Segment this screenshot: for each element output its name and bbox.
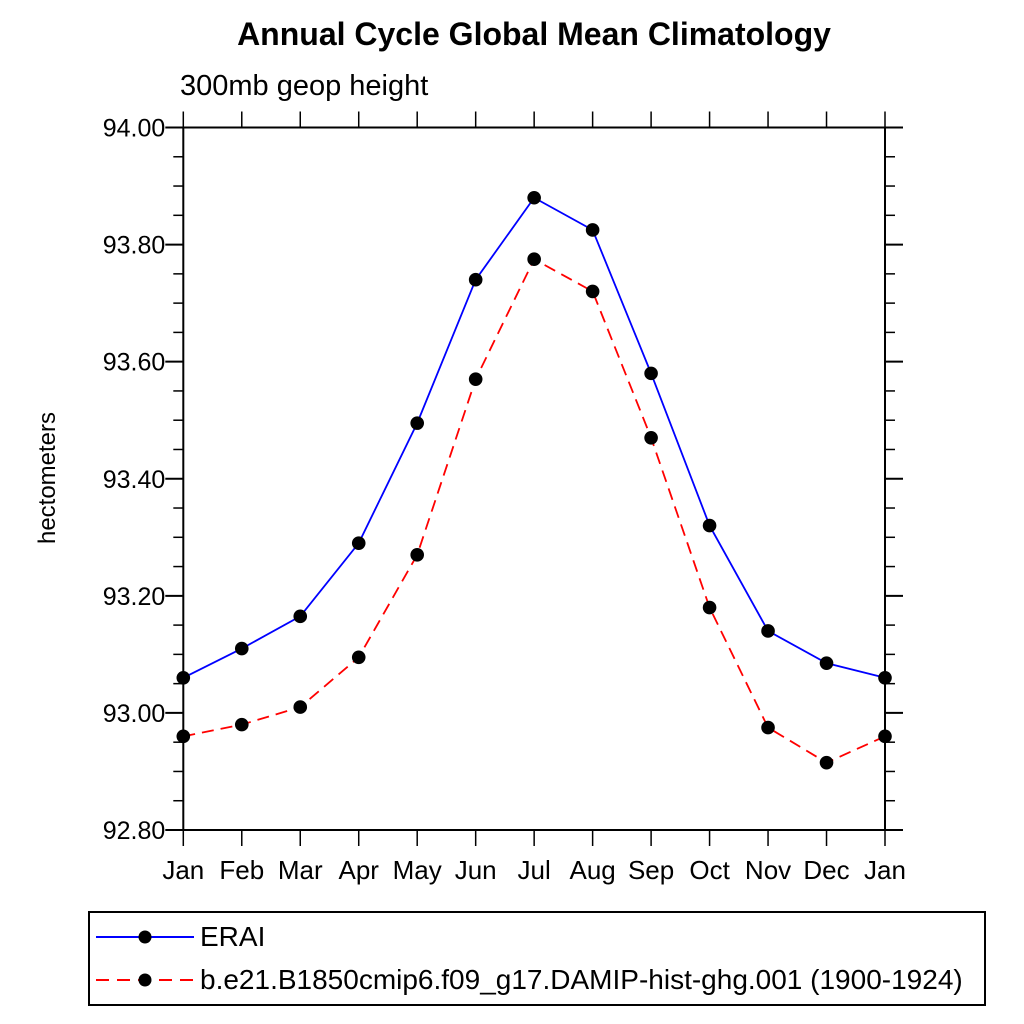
data-point-marker: [468, 372, 483, 387]
legend-item-model: b.e21.B1850cmip6.f09_g17.DAMIP-hist-ghg.…: [93, 960, 984, 1000]
data-point-marker: [234, 717, 249, 732]
chart-subtitle: 300mb geop height: [180, 70, 429, 102]
data-point-marker: [585, 284, 600, 299]
data-point-marker: [176, 670, 191, 685]
y-tick-label: 93.80: [103, 232, 166, 260]
y-tick-label: 93.00: [103, 700, 166, 728]
y-tick-label: 92.80: [103, 817, 166, 845]
legend-label-erai: ERAI: [200, 920, 266, 952]
data-point-marker: [702, 600, 717, 615]
legend-label-model: b.e21.B1850cmip6.f09_g17.DAMIP-hist-ghg.…: [200, 964, 963, 996]
chart-title: Annual Cycle Global Mean Climatology: [237, 16, 831, 52]
x-tick-label: Sep: [628, 855, 674, 885]
x-tick-label: Jul: [518, 855, 551, 885]
x-tick-label: Jun: [455, 855, 497, 885]
x-tick-label: Jan: [162, 855, 204, 885]
data-point-marker: [468, 272, 483, 287]
data-point-marker: [293, 700, 308, 714]
series-line-1: [183, 257, 886, 764]
data-point-marker: [351, 536, 366, 550]
plot-border: [182, 126, 887, 831]
data-point-marker: [351, 650, 366, 665]
legend-box: ERAI b.e21.B1850cmip6.f09_g17.DAMIP-hist…: [88, 911, 986, 1006]
data-point-marker: [176, 729, 191, 744]
data-point-marker: [293, 609, 308, 624]
data-point-marker: [527, 190, 541, 205]
legend-line-sample-dashed: [96, 973, 194, 987]
legend-marker-dot: [138, 973, 152, 987]
data-point-marker: [878, 670, 892, 685]
x-tick-label: Aug: [569, 855, 615, 885]
data-point-marker: [878, 729, 892, 744]
data-point-marker: [410, 548, 425, 562]
data-point-marker: [819, 656, 834, 670]
legend-line-sample-solid: [96, 930, 194, 944]
data-point-marker: [761, 720, 775, 735]
data-point-marker: [527, 252, 541, 267]
x-tick-label: Nov: [745, 855, 791, 885]
data-point-marker: [644, 366, 658, 381]
x-tick-label: Feb: [219, 855, 264, 885]
data-point-marker: [644, 430, 658, 445]
data-point-marker: [702, 518, 717, 533]
x-tick-label: Oct: [689, 855, 730, 885]
x-tick-label: Jan: [864, 855, 906, 885]
legend-item-erai: ERAI: [93, 917, 984, 957]
data-point-marker: [410, 416, 425, 430]
data-point-marker: [761, 624, 775, 638]
y-tick-label: 93.40: [103, 466, 166, 494]
data-point-marker: [819, 755, 834, 770]
x-tick-label: Dec: [803, 855, 849, 885]
x-tick-label: May: [393, 855, 442, 885]
x-tick-label: Mar: [278, 855, 323, 885]
y-tick-label: 93.20: [103, 583, 166, 611]
x-tick-label: Apr: [338, 855, 379, 885]
series-line-0: [182, 196, 886, 679]
data-point-marker: [585, 223, 600, 237]
data-point-marker: [234, 641, 249, 656]
y-tick-label: 93.60: [103, 349, 166, 377]
y-tick-label: 94.00: [103, 115, 166, 143]
legend-marker-dot: [138, 930, 152, 944]
